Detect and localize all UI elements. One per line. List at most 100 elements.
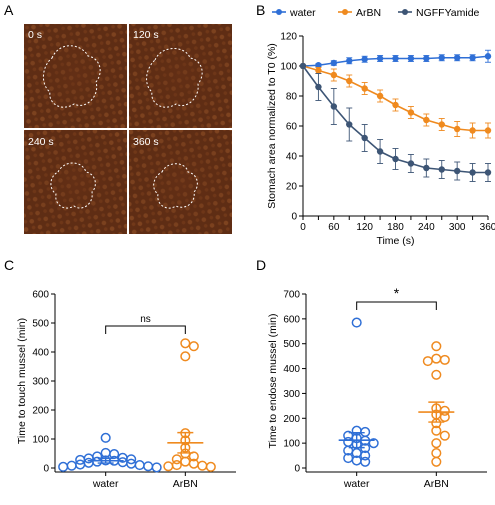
data-point-water [58, 461, 69, 472]
x-axis-label: Time (s) [376, 235, 414, 247]
data-point-water [151, 462, 162, 473]
data-point-water [100, 432, 111, 443]
scatter-chart-c: 0 100 200 300 400 500 600 water ArBN Time to touc… [16, 290, 236, 490]
data-point-ngffyamide [330, 103, 338, 110]
y-tick-label: 400 [283, 364, 300, 375]
data-point-ngffyamide [484, 169, 492, 176]
photo-label-120s: 120 s [133, 29, 159, 41]
data-point-arbn [431, 341, 442, 352]
y-tick-label: 100 [283, 439, 300, 450]
data-point-arbn [330, 71, 338, 79]
data-point-ngffyamide [469, 169, 476, 176]
data-point-arbn [180, 338, 191, 349]
panel-letter-b: B [256, 2, 265, 18]
y-tick-label: 0 [294, 464, 300, 475]
photo-360s: 360 s [129, 130, 232, 234]
y-tick-label: 20 [286, 182, 298, 193]
x-tick-label-water: water [92, 478, 119, 490]
scatter-chart-d: 0 100 200 300 400 500 600 700 water ArBN Time to e… [267, 285, 487, 490]
data-point-water [330, 59, 338, 67]
stomach-outline [50, 162, 96, 209]
data-point-arbn [205, 461, 216, 472]
data-point-arbn [469, 127, 476, 134]
legend-swatch-marker [402, 9, 408, 15]
data-point-water [407, 55, 415, 62]
photo-label-240s: 240 s [28, 136, 54, 148]
data-point-water [343, 436, 354, 447]
y-tick-label: 600 [283, 314, 300, 325]
y-tick-label: 600 [32, 290, 49, 301]
data-point-arbn [453, 125, 461, 133]
data-point-ngffyamide [361, 134, 368, 142]
x-tick-label: 360 [480, 222, 495, 233]
x-tick-label: 120 [356, 222, 373, 233]
data-point-ngffyamide [376, 148, 384, 155]
legend-swatch-marker [342, 9, 348, 15]
y-tick-label: 400 [32, 348, 49, 359]
data-point-water [75, 454, 86, 465]
data-point-arbn [163, 461, 174, 472]
y-tick-label: 80 [286, 92, 298, 103]
data-point-water [423, 55, 430, 62]
y-tick-label: 100 [280, 62, 297, 73]
x-tick-label: 0 [300, 222, 306, 233]
data-point-arbn [376, 92, 384, 100]
data-point-arbn [431, 456, 442, 467]
y-tick-label: 100 [32, 435, 49, 446]
significance-label: ns [140, 314, 151, 325]
data-point-water [484, 53, 492, 60]
y-tick-label: 0 [43, 464, 49, 475]
legend-label-arbn: ArBN [356, 7, 381, 19]
data-point-arbn [484, 127, 492, 134]
photo-label-360s: 360 s [133, 136, 159, 148]
photo-120s: 120 s [129, 24, 232, 128]
x-tick-label: 300 [449, 222, 466, 233]
data-point-arbn [431, 448, 442, 459]
data-point-water [392, 55, 399, 62]
stomach-outline [153, 163, 198, 209]
photo-label-0s: 0 s [28, 29, 42, 41]
data-point-arbn [439, 430, 450, 441]
data-point-water [453, 54, 461, 61]
x-tick-label: 180 [387, 222, 404, 233]
data-point-arbn [188, 341, 199, 352]
data-point-arbn [407, 109, 415, 116]
photo-0s: 0 s [24, 24, 127, 128]
data-point-water [346, 57, 353, 64]
data-point-water [351, 317, 362, 328]
data-point-water [368, 438, 379, 449]
significance-bracket [105, 325, 186, 334]
data-point-ngffyamide [438, 166, 445, 173]
data-point-arbn [188, 451, 199, 462]
data-point-water [361, 56, 368, 63]
data-point-ngffyamide [453, 167, 461, 175]
data-point-arbn [431, 438, 442, 449]
y-tick-label: 0 [291, 212, 297, 223]
data-point-arbn [392, 101, 399, 109]
line-chart-b: 0 20 40 60 80 100 120 0 60 120 180 240 300 360 Time (s… [266, 7, 495, 247]
data-point-arbn [197, 460, 208, 471]
data-point-water [360, 426, 371, 438]
x-tick-label: 240 [418, 222, 435, 233]
y-tick-label: 120 [280, 32, 297, 43]
data-point-ngffyamide [346, 121, 353, 128]
data-point-water [315, 62, 322, 69]
photo-grid: 0 s 120 s 240 s 360 s [24, 24, 232, 234]
data-point-water [360, 450, 371, 461]
panel-letter-c: C [4, 257, 14, 273]
x-tick-label-arbn: ArBN [424, 478, 449, 490]
stomach-outline [43, 45, 101, 108]
data-point-water [66, 460, 77, 471]
legend-label-water: water [289, 7, 316, 19]
y-tick-label: 40 [286, 152, 298, 163]
y-tick-label: 60 [286, 122, 298, 133]
y-tick-label: 300 [283, 389, 300, 400]
legend-swatch-marker [276, 9, 282, 15]
data-point-arbn [315, 67, 322, 74]
y-tick-label: 500 [283, 339, 300, 350]
data-point-arbn [422, 356, 433, 367]
data-point-water [134, 460, 145, 471]
y-tick-label: 700 [283, 290, 300, 301]
